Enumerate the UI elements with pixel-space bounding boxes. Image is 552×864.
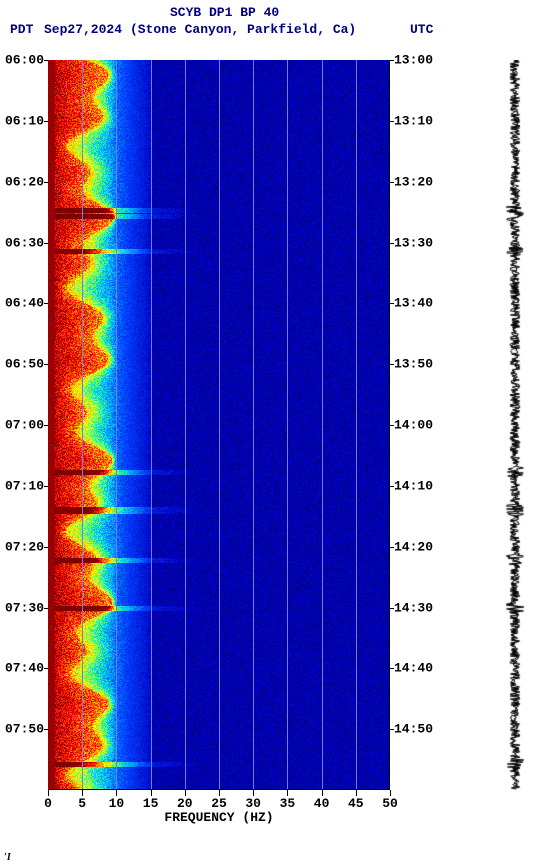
y-left-label: 06:30 [5,235,44,250]
y-right-label: 14:00 [394,418,433,433]
date-label: Sep27,2024 [44,22,122,37]
seismogram-canvas [505,60,525,790]
y-left-label: 06:00 [5,53,44,68]
y-right-label: 14:50 [394,722,433,737]
x-tick-label: 20 [177,796,193,811]
y-left-label: 07:00 [5,418,44,433]
y-right-label: 13:50 [394,357,433,372]
y-right-label: 14:40 [394,661,433,676]
y-right-label: 13:30 [394,235,433,250]
y-right-label: 13:40 [394,296,433,311]
y-left-label: 06:40 [5,296,44,311]
x-tick-label: 0 [44,796,52,811]
x-tick-label: 40 [314,796,330,811]
y-left-label: 07:10 [5,478,44,493]
footer-marker: ′I [4,852,11,863]
y-left-label: 07:30 [5,600,44,615]
x-tick-label: 45 [348,796,364,811]
tz-left-label: PDT [10,22,33,37]
x-axis-title: FREQUENCY (HZ) [48,810,390,825]
seismogram-strip [505,60,525,790]
y-left-label: 06:50 [5,357,44,372]
y-right-label: 14:10 [394,478,433,493]
y-right-label: 14:20 [394,539,433,554]
location-label: (Stone Canyon, Parkfield, Ca) [130,22,356,37]
y-left-label: 06:10 [5,113,44,128]
x-tick-label: 25 [211,796,227,811]
x-axis: FREQUENCY (HZ) 05101520253035404550 [48,790,390,840]
y-right-label: 14:30 [394,600,433,615]
x-tick-label: 30 [245,796,261,811]
y-right-label: 13:20 [394,174,433,189]
x-tick-label: 5 [78,796,86,811]
x-tick-label: 50 [382,796,398,811]
y-left-label: 07:50 [5,722,44,737]
y-axis-right: 13:0013:1013:2013:3013:4013:5014:0014:10… [392,60,442,790]
x-tick-label: 15 [143,796,159,811]
chart-title: SCYB DP1 BP 40 [170,5,279,20]
y-left-label: 07:20 [5,539,44,554]
spectrogram-plot [48,60,390,790]
y-left-label: 07:40 [5,661,44,676]
y-axis-left: 06:0006:1006:2006:3006:4006:5007:0007:10… [0,60,46,790]
tz-right-label: UTC [410,22,433,37]
x-tick-label: 35 [280,796,296,811]
y-left-label: 06:20 [5,174,44,189]
y-right-label: 13:00 [394,53,433,68]
spectrogram-canvas [48,60,390,790]
x-tick-label: 10 [109,796,125,811]
y-right-label: 13:10 [394,113,433,128]
